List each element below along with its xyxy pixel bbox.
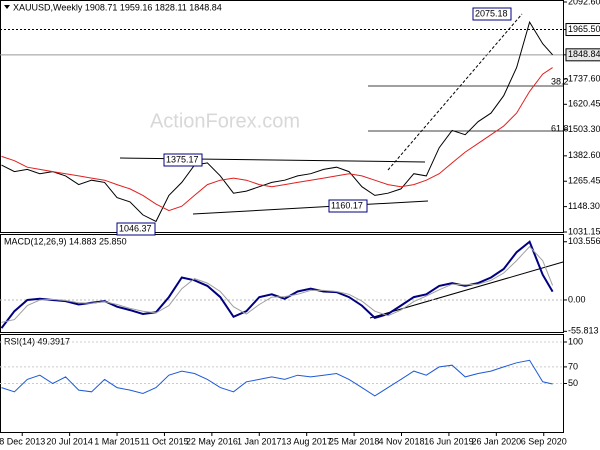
annotation-box [116,222,156,236]
macd-panel [0,234,564,333]
x-tick-label: 26 Jan 2020 [472,436,522,446]
x-tick-label: 11 Oct 2015 [140,436,188,446]
annotation-box [328,199,368,213]
x-tick-label: 13 Aug 2017 [281,436,332,446]
price-box [565,48,600,62]
y-tick-label: 1382.60 [568,150,600,160]
series-line [1,67,553,212]
trendline [192,200,429,215]
menu-arrow [4,5,10,9]
y-tick-label: 1737.60 [568,73,600,83]
series-line [1,20,553,223]
watermark: ActionForex.com [150,110,300,132]
y-tick-label: -55.813 [568,326,599,336]
y-tick-label: 50 [568,378,578,388]
macd-title: MACD(12,26,9) 14.883 25.850 [4,236,127,246]
annotation-box [472,7,512,21]
price-panel [0,0,564,233]
y-tick-label: 1148.30 [568,201,600,211]
price-box [565,23,600,37]
x-tick-label: 1 Jan 2017 [237,436,282,446]
x-tick-label: 16 Jun 2019 [424,436,474,446]
x-tick-label: 1 Mar 2015 [94,436,140,446]
y-tick-label: 2092.60 [568,0,600,6]
y-tick-label: 1965.50 [568,24,600,34]
chart-title: XAUUSD,Weekly 1908.71 1959.16 1828.11 18… [13,2,222,12]
series-line [1,245,554,323]
x-tick-label: 6 Sep 2020 [521,436,567,446]
x-tick-label: 22 May 2016 [186,436,238,446]
rsi-title: RSI(14) 49.3917 [4,336,70,346]
series-line [1,359,553,397]
annotation-box [163,153,203,167]
annotation: 1160.17 [331,200,363,210]
annotation: 61.8 [551,123,569,133]
trendline [369,261,564,319]
x-tick-label: 4 Nov 2018 [378,436,424,446]
annotation: 1046.37 [119,223,152,233]
annotation: 2075.18 [475,8,508,18]
y-tick-label: 1265.45 [568,176,600,186]
annotation: 1375.17 [166,154,199,164]
annotation: 38.2 [551,76,569,86]
y-tick-label: 1620.45 [568,99,600,109]
y-tick-label: 1503.30 [568,124,600,134]
x-tick-label: 20 Jul 2014 [46,436,93,446]
y-tick-label: 1031.15 [568,226,600,236]
y-tick-label: 70 [568,361,578,371]
y-tick-label: 1848.84 [568,49,600,59]
x-tick-label: 8 Dec 2013 [0,436,45,446]
y-tick-label: 0.00 [568,294,586,304]
y-tick-label: 100 [568,336,583,346]
y-tick-label: 103.556 [568,236,600,246]
x-tick-label: 25 Mar 2018 [329,436,380,446]
trendline [387,13,523,171]
